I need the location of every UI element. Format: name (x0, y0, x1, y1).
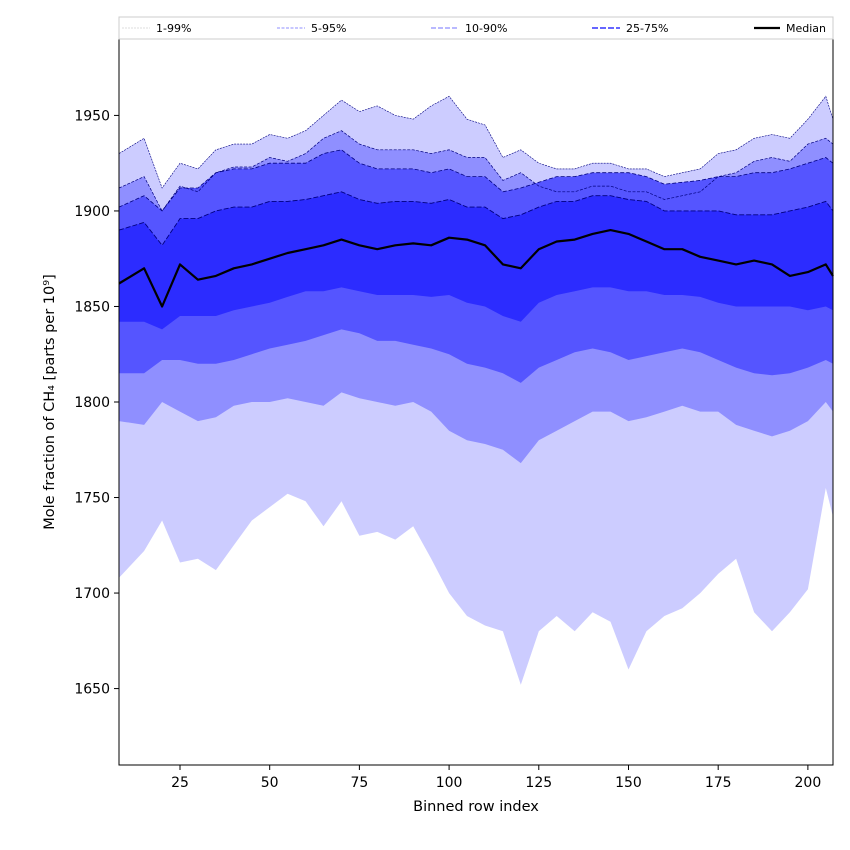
legend: 1-99% 5-95% 10-90% 25-75% Median (118, 16, 834, 40)
band-5-95-edge (118, 130, 834, 212)
x-tick-label: 150 (615, 775, 642, 791)
percentile-bands (118, 95, 834, 685)
band-1-99-edge (118, 95, 834, 189)
median-line (118, 229, 834, 308)
y-axis-label: Mole fraction of CH₄ [parts per 10⁹] (42, 274, 58, 529)
x-tick-label: 75 (350, 775, 368, 791)
legend-label: 1-99% (156, 22, 191, 35)
y-tick-label: 1800 (74, 395, 110, 411)
median-line-layer (118, 229, 834, 308)
legend-label: 10-90% (465, 22, 507, 35)
x-axis-label: Binned row index (413, 799, 539, 815)
y-tick-label: 1700 (74, 586, 110, 602)
y-axis: 1650 1700 1750 1800 1850 1900 1950 (74, 108, 119, 698)
band-25-75 (119, 191, 833, 330)
y-tick-label: 1900 (74, 204, 110, 220)
y-tick-label: 1850 (74, 299, 110, 315)
x-tick-label: 125 (525, 775, 552, 791)
y-tick-label: 1950 (74, 108, 110, 124)
x-axis: 25 50 75 100 125 150 175 200 (171, 765, 821, 791)
band-10-90-edge (118, 149, 834, 212)
legend-label: 5-95% (311, 22, 346, 35)
x-tick-label: 100 (436, 775, 463, 791)
legend-box (118, 16, 834, 40)
legend-label: Median (786, 22, 826, 35)
x-tick-label: 175 (705, 775, 732, 791)
y-tick-label: 1750 (74, 491, 110, 507)
band-25-75-edge (118, 191, 834, 247)
y-tick-label: 1650 (74, 682, 110, 698)
x-tick-label: 50 (261, 775, 279, 791)
legend-label: 25-75% (626, 22, 668, 35)
x-tick-label: 25 (171, 775, 189, 791)
x-tick-label: 200 (795, 775, 822, 791)
